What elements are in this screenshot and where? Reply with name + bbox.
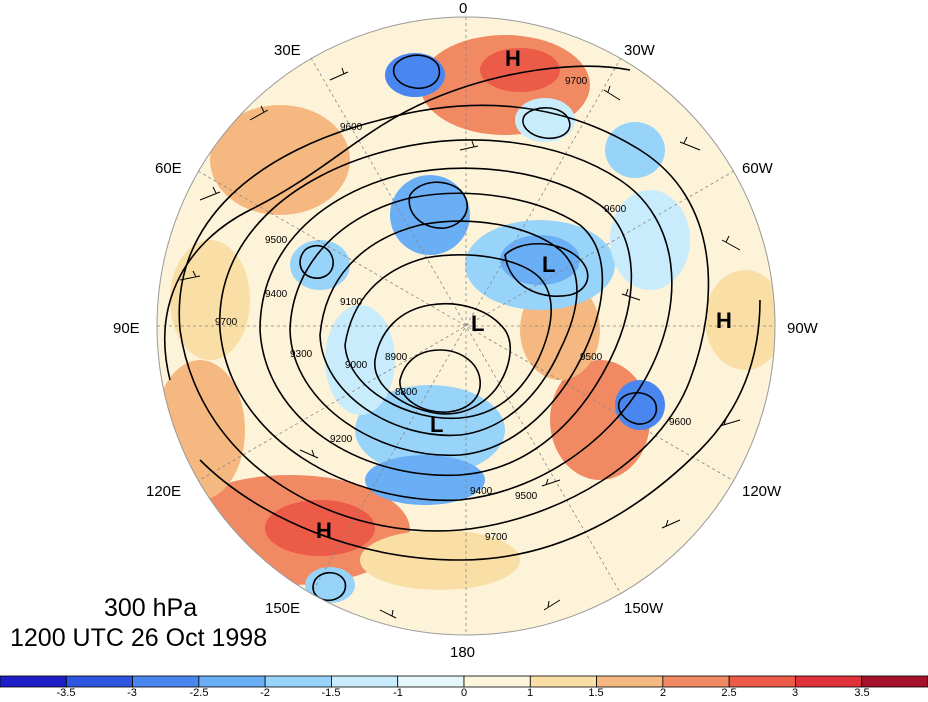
colorbar-tick: -1 xyxy=(393,687,403,699)
warm-anomaly-patch xyxy=(705,270,775,370)
colorbar-swatch xyxy=(463,675,531,688)
cold-anomaly-patch xyxy=(290,240,350,290)
lon-label-150w: 150W xyxy=(624,600,664,617)
warm-anomaly-patch xyxy=(157,360,245,500)
low-center: L xyxy=(430,412,443,437)
low-center: L xyxy=(542,252,555,277)
contour-label: 9500 xyxy=(515,491,538,502)
colorbar-tick: 1.5 xyxy=(588,687,604,699)
colorbar-swatch xyxy=(529,675,597,688)
contour-label: 9700 xyxy=(485,532,508,543)
low-center: L xyxy=(471,311,484,336)
contour-label: 9700 xyxy=(565,76,588,87)
colorbar-tick: 2 xyxy=(659,687,667,699)
high-center: H xyxy=(316,518,332,543)
high-center: H xyxy=(716,308,732,333)
contour-label: 9100 xyxy=(340,297,363,308)
lon-label-120e: 120E xyxy=(146,483,182,500)
lon-label-120w: 120W xyxy=(742,483,782,500)
lon-label-90e: 90E xyxy=(113,320,140,337)
warm-anomaly-patch xyxy=(480,48,560,92)
contour-label: 9500 xyxy=(265,235,288,246)
contour-label: 9400 xyxy=(265,289,288,300)
lon-label-60e: 60E xyxy=(155,160,182,177)
warm-anomaly-patch xyxy=(210,105,350,215)
colorbar-swatch xyxy=(861,675,928,688)
colorbar-tick: 3 xyxy=(791,687,799,699)
colorbar-swatch xyxy=(65,675,133,688)
lon-label-90w: 90W xyxy=(787,320,818,337)
contour-label: 9600 xyxy=(669,417,692,428)
colorbar-swatch xyxy=(198,675,266,688)
colorbar-tick: 2.5 xyxy=(721,687,737,699)
colorbar-swatch xyxy=(662,675,730,688)
colorbar-tick: 3.5 xyxy=(854,687,870,699)
colorbar-swatch xyxy=(596,675,664,688)
colorbar-swatch xyxy=(132,675,200,688)
colorbar-swatch xyxy=(728,675,796,688)
warm-anomaly-patch xyxy=(265,500,375,556)
time-title: 1200 UTC 26 Oct 1998 xyxy=(10,624,268,652)
contour-label: 9400 xyxy=(470,486,493,497)
cold-anomaly-patch xyxy=(365,455,485,505)
colorbar-tick: -3.5 xyxy=(56,687,76,699)
contour-label: 9300 xyxy=(290,349,313,360)
height-contours xyxy=(164,54,761,602)
cold-anomaly-patch xyxy=(355,385,505,475)
high-center: H xyxy=(505,46,521,71)
lon-label-30w: 30W xyxy=(624,42,655,59)
colorbar-swatch xyxy=(264,675,332,688)
contour-label: 9200 xyxy=(330,434,353,445)
contour-labels: 9700 9600 9500 9400 9300 9200 9100 9000 … xyxy=(215,76,692,543)
colorbar xyxy=(0,675,928,688)
wind-barbs xyxy=(179,67,741,619)
cold-anomaly-patch xyxy=(605,122,665,178)
contour-label: 9600 xyxy=(340,122,363,133)
contour-label: 8900 xyxy=(385,352,408,363)
lon-label-60w: 60W xyxy=(742,160,773,177)
colorbar-swatch xyxy=(795,675,863,688)
level-title: 300 hPa xyxy=(104,594,198,622)
colorbar-tick: 0 xyxy=(460,687,468,699)
lon-label-0: 0 xyxy=(459,0,468,17)
colorbar-tick: 1 xyxy=(526,687,534,699)
contour-label: 9600 xyxy=(604,204,627,215)
pressure-centers: H H H L L L xyxy=(316,46,732,543)
map-boundary xyxy=(156,16,776,636)
contour-label: 9500 xyxy=(580,352,603,363)
lon-label-150e: 150E xyxy=(265,600,301,617)
contour-label: 9000 xyxy=(345,360,368,371)
contour-label: 8800 xyxy=(395,387,418,398)
colorbar-tick: -3 xyxy=(127,687,137,699)
colorbar-tick: -2 xyxy=(260,687,270,699)
cold-anomaly-patch xyxy=(515,98,575,142)
colorbar-tick: -2.5 xyxy=(189,687,209,699)
lon-label-30e: 30E xyxy=(274,42,301,59)
colorbar-swatch xyxy=(397,675,465,688)
colorbar-swatch xyxy=(331,675,399,688)
colorbar-tick: -1.5 xyxy=(321,687,341,699)
colorbar-swatch xyxy=(0,675,67,688)
contour-label: 9700 xyxy=(215,317,238,328)
lon-label-180: 180 xyxy=(450,644,476,661)
